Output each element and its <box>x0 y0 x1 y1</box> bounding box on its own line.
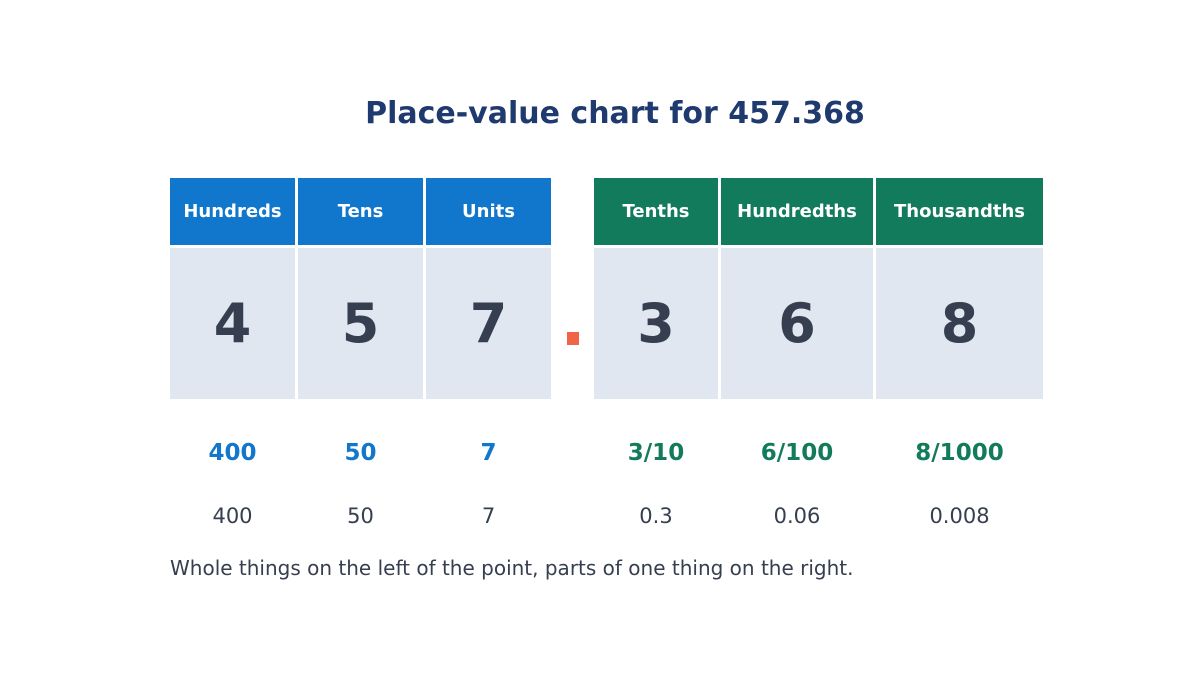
digit-thousandths: 8 <box>876 248 1043 399</box>
digit-hundreds: 4 <box>170 248 295 399</box>
column-tenths: Tenths 3 <box>594 178 718 399</box>
column-hundreds: Hundreds 4 <box>170 178 295 399</box>
header-tens: Tens <box>298 178 423 245</box>
decimal-point <box>567 332 579 345</box>
value-tens: 50 <box>344 440 377 466</box>
digit-units: 7 <box>426 248 551 399</box>
decimal-thousandths: 0.008 <box>929 504 990 528</box>
header-units: Units <box>426 178 551 245</box>
digit-tenths: 3 <box>594 248 718 399</box>
digit-hundredths: 6 <box>721 248 873 399</box>
column-thousandths: Thousandths 8 <box>876 178 1043 399</box>
value-tenths: 3/10 <box>627 440 685 466</box>
value-hundreds: 400 <box>208 440 257 466</box>
value-units: 7 <box>480 440 497 466</box>
value-thousandths: 8/1000 <box>915 440 1004 466</box>
digit-tens: 5 <box>298 248 423 399</box>
decimal-tens: 50 <box>347 504 374 528</box>
caption: Whole things on the left of the point, p… <box>170 556 854 580</box>
decimal-units: 7 <box>481 504 496 528</box>
column-hundredths: Hundredths 6 <box>721 178 873 399</box>
column-tens: Tens 5 <box>298 178 423 399</box>
header-tenths: Tenths <box>594 178 718 245</box>
decimal-tenths: 0.3 <box>639 504 673 528</box>
header-thousandths: Thousandths <box>876 178 1043 245</box>
chart-title: Place-value chart for 457.368 <box>365 96 865 131</box>
value-hundredths: 6/100 <box>760 440 834 466</box>
decimal-hundredths: 0.06 <box>773 504 821 528</box>
decimal-hundreds: 400 <box>212 504 253 528</box>
header-hundreds: Hundreds <box>170 178 295 245</box>
header-hundredths: Hundredths <box>721 178 873 245</box>
column-units: Units 7 <box>426 178 551 399</box>
